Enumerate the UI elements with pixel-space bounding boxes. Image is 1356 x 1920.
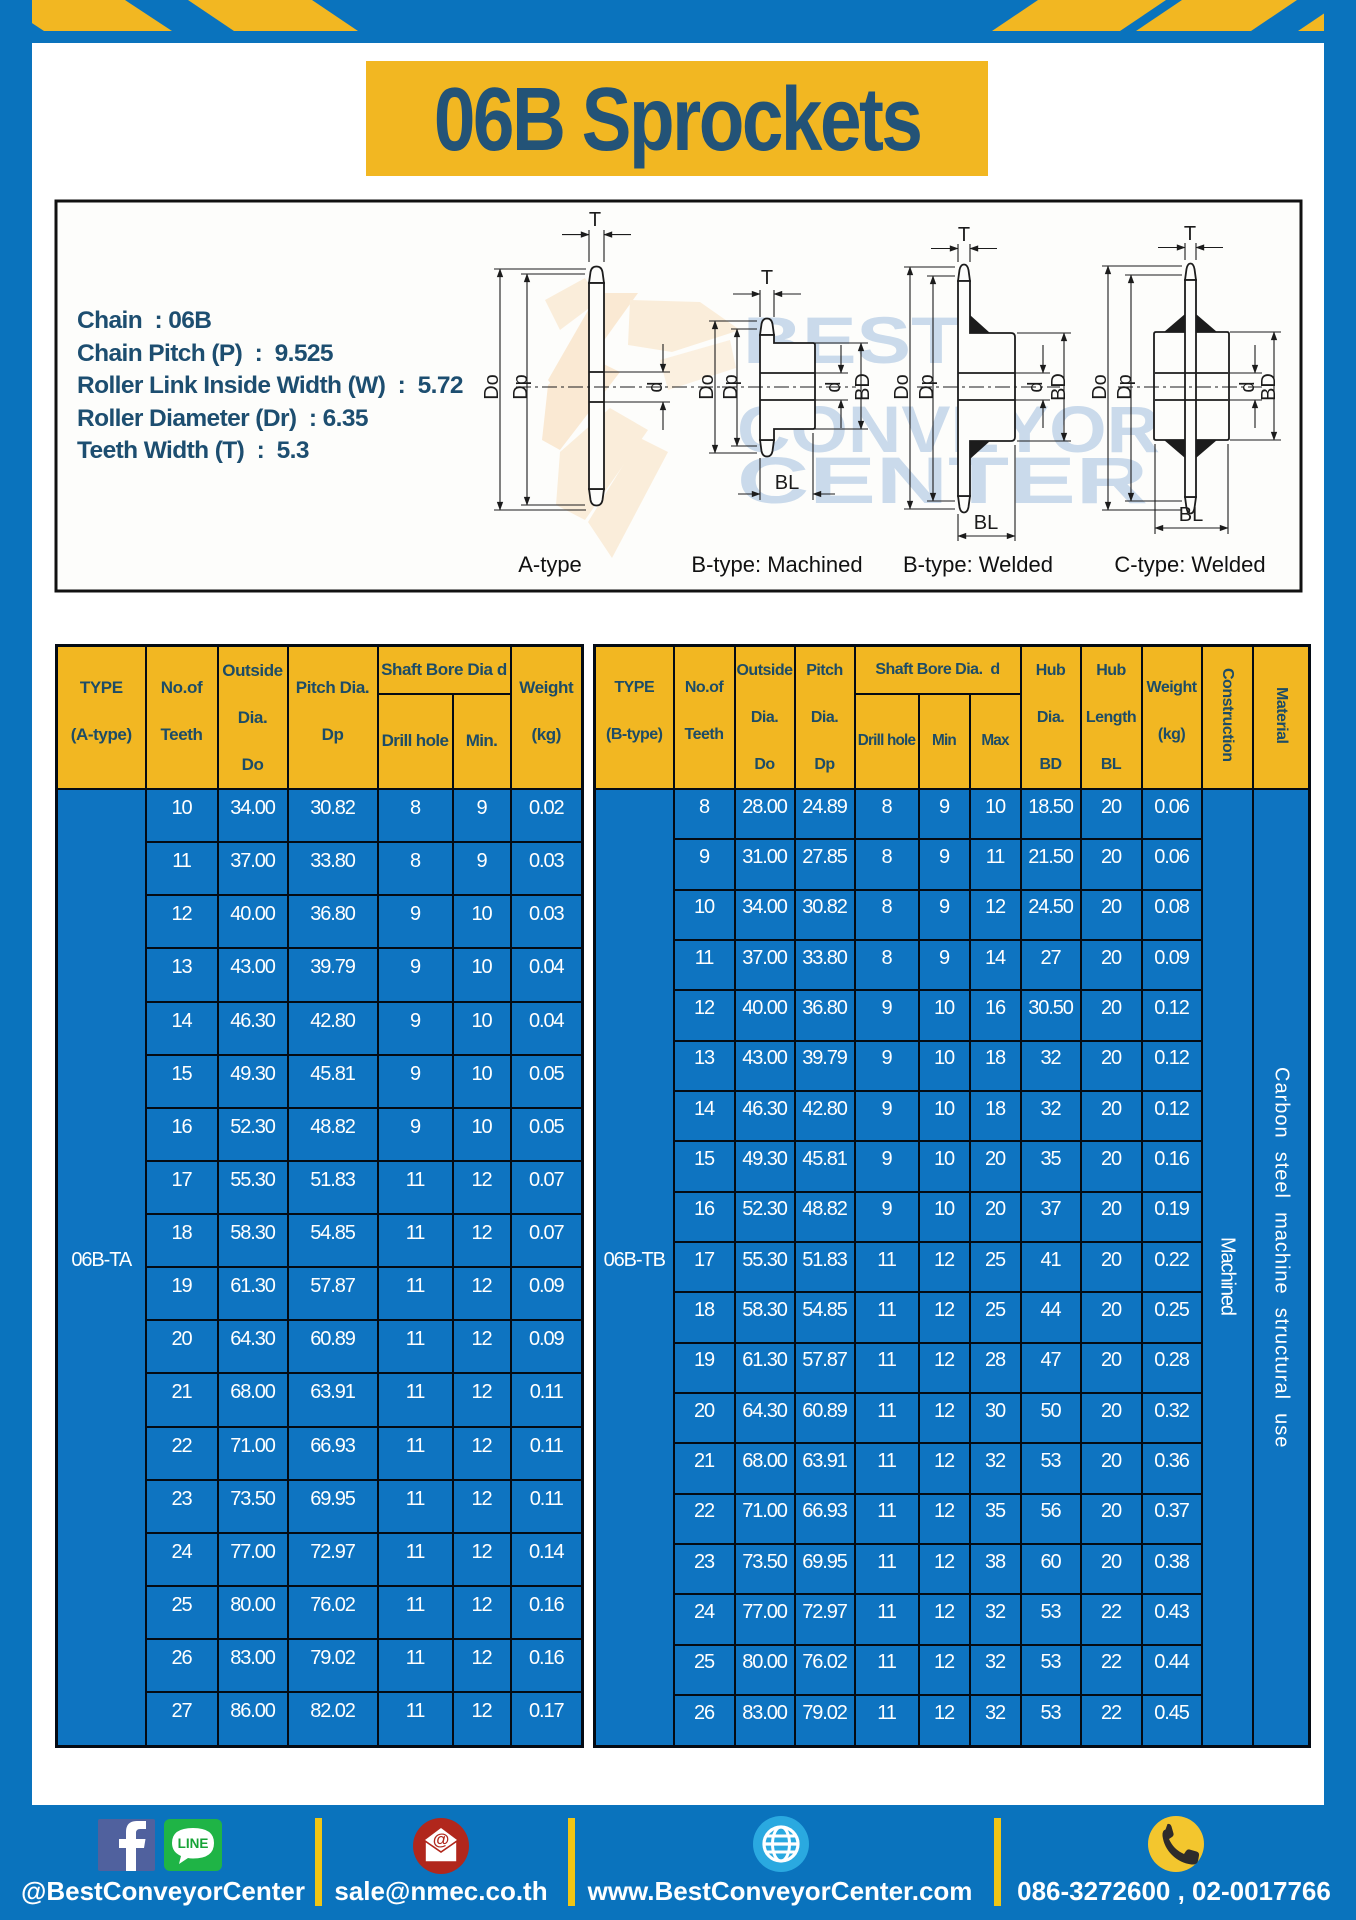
svg-text:BL: BL (1179, 504, 1203, 526)
svg-text:BL: BL (974, 512, 998, 534)
svg-text:d: d (823, 381, 845, 392)
svg-text:Dp: Dp (720, 374, 742, 400)
svg-text:Do: Do (481, 374, 503, 400)
svg-text:B-type: Welded: B-type: Welded (903, 552, 1053, 577)
svg-text:T: T (761, 267, 773, 289)
svg-text:Dp: Dp (916, 374, 938, 400)
svg-text:Dp: Dp (510, 374, 532, 400)
svg-text:A-type: A-type (518, 552, 582, 577)
svg-text:T: T (958, 224, 970, 246)
svg-text:BD: BD (1258, 373, 1280, 401)
svg-text:d: d (645, 381, 667, 392)
svg-text:B-type: Machined: B-type: Machined (691, 552, 862, 577)
svg-text:LINE: LINE (178, 1836, 209, 1851)
svg-text:BL: BL (775, 472, 799, 494)
svg-text:Do: Do (1089, 374, 1111, 400)
svg-text:CENTER: CENTER (737, 443, 1148, 517)
svg-text:Dp: Dp (1114, 374, 1136, 400)
svg-text:BD: BD (852, 373, 874, 401)
svg-text:Do: Do (891, 374, 913, 400)
svg-text:BD: BD (1048, 373, 1070, 401)
svg-text:T: T (589, 209, 601, 231)
svg-text:@: @ (433, 1830, 450, 1849)
svg-text:Do: Do (696, 374, 718, 400)
svg-text:T: T (1184, 223, 1196, 245)
svg-text:d: d (1237, 381, 1259, 392)
svg-text:d: d (1025, 381, 1047, 392)
svg-text:C-type: Welded: C-type: Welded (1114, 552, 1265, 577)
